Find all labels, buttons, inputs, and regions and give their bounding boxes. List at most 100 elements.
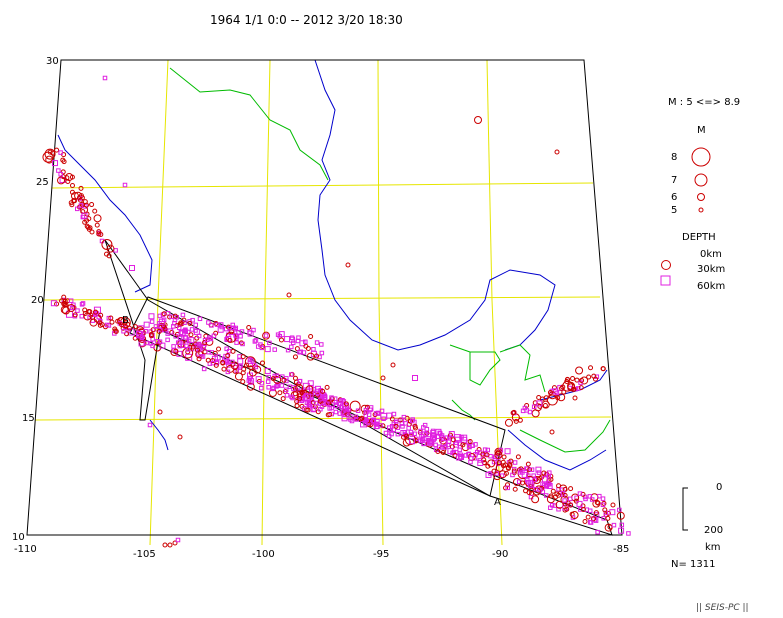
earthquake-shallow: [579, 377, 585, 383]
earthquake-deep: [289, 394, 294, 400]
earthquake-shallow: [580, 491, 586, 497]
earthquake-shallow: [554, 491, 560, 497]
earthquake-deep: [518, 468, 523, 473]
earthquake-deep: [619, 522, 625, 528]
earthquake-deep: [546, 474, 551, 479]
earthquake-shallow: [401, 434, 407, 440]
earthquake-deep: [263, 333, 269, 338]
earthquake-deep: [188, 337, 195, 344]
earthquake-deep: [51, 160, 58, 167]
profile-label-a: A: [494, 497, 501, 508]
earthquake-deep: [150, 343, 155, 349]
earthquake-deep: [180, 312, 186, 318]
earthquake-deep: [56, 168, 61, 173]
depth-label-30: 30km: [697, 264, 725, 275]
earthquake-shallow: [299, 389, 305, 395]
earthquake-shallow: [593, 510, 599, 516]
earthquake-deep: [284, 336, 291, 343]
earthquake-deep: [58, 171, 63, 177]
earthquake-deep: [136, 333, 142, 339]
lon-axis-labels: -110 -105 -100 -95 -90 -85: [14, 544, 629, 560]
earthquake-deep: [206, 349, 211, 355]
earthquake-deep: [80, 301, 86, 306]
earthquake-deep: [106, 315, 112, 321]
earthquake-deep: [176, 325, 182, 331]
earthquake-deep: [406, 426, 411, 431]
earthquake-shallow: [551, 385, 557, 391]
earthquake-shallow: [243, 362, 249, 368]
earthquake-shallow: [292, 354, 298, 360]
earthquake-deep: [583, 496, 588, 502]
earthquake-shallow: [402, 438, 411, 447]
depth-symbol-60: [660, 275, 671, 286]
earthquake-deep: [576, 386, 581, 391]
earthquake-deep: [435, 428, 442, 435]
earthquake-shallow: [390, 362, 396, 368]
earthquake-shallow: [447, 432, 453, 438]
earthquake-deep: [477, 459, 484, 466]
earthquake-deep: [554, 390, 560, 396]
earthquake-deep: [314, 340, 320, 345]
lon-label-95: -95: [373, 549, 389, 560]
earthquake-deep: [618, 527, 625, 534]
earthquake-deep: [543, 493, 549, 498]
earthquake-shallow: [185, 349, 191, 355]
earthquake-shallow: [575, 366, 584, 375]
lon-label-110: -110: [14, 544, 37, 555]
earthquake-deep: [540, 489, 546, 495]
earthquake-shallow: [172, 540, 178, 546]
earthquake-shallow: [248, 365, 254, 371]
earthquake-shallow: [253, 365, 262, 374]
earthquake-deep: [129, 265, 135, 271]
earthquake-deep: [297, 350, 302, 355]
earthquake-deep: [496, 461, 501, 466]
magnitude-heading: M: [697, 125, 706, 136]
earthquake-deep: [458, 454, 464, 460]
earthquake-deep: [193, 328, 200, 335]
earthquake-shallow: [380, 375, 386, 381]
earthquake-shallow: [494, 450, 503, 459]
earthquake-deep: [121, 328, 126, 334]
earthquake-shallow: [60, 305, 69, 314]
earthquake-shallow: [562, 380, 574, 392]
earthquake-deep: [275, 383, 280, 388]
magnitude-label-7: 7: [671, 175, 677, 186]
earthquake-deep: [255, 344, 261, 349]
lat-label-10: 10: [12, 532, 25, 543]
earthquake-shallow: [177, 434, 183, 440]
coastline: [507, 429, 607, 471]
earthquake-deep: [222, 356, 229, 363]
earthquake-deep: [324, 401, 330, 406]
earthquake-shallow: [602, 507, 608, 513]
earthquake-deep: [290, 340, 296, 345]
earthquake-deep: [199, 354, 204, 359]
earthquake-shallow: [117, 316, 126, 325]
profile-label-b: B: [122, 315, 129, 326]
earthquake-deep: [80, 214, 86, 220]
earthquake-deep: [278, 331, 285, 338]
earthquake-deep: [595, 529, 600, 535]
earthquake-shallow: [187, 320, 193, 326]
earthquake-deep: [383, 430, 389, 436]
earthquake-shallow: [205, 357, 211, 363]
earthquake-deep: [311, 407, 317, 412]
earthquake-deep: [626, 531, 631, 536]
earthquake-deep: [577, 491, 583, 496]
earthquake-shallow: [234, 372, 243, 381]
geographic-lines: [57, 59, 611, 471]
earthquake-shallow: [162, 326, 168, 332]
earthquake-deep: [505, 485, 510, 491]
earthquake-deep: [193, 328, 198, 333]
lat-gridline: [51, 182, 594, 189]
earthquake-deep: [234, 340, 239, 345]
earthquake-shallow: [460, 442, 466, 448]
earthquake-deep: [319, 350, 325, 356]
earthquake-deep: [317, 354, 322, 360]
earthquake-shallow: [495, 463, 504, 472]
lon-gridline: [149, 59, 169, 546]
earthquake-deep: [159, 342, 166, 349]
earthquake-deep: [587, 508, 593, 514]
earthquake-shallow: [286, 292, 292, 298]
earthquake-deep: [374, 424, 380, 429]
earthquake-shallow: [527, 467, 533, 473]
